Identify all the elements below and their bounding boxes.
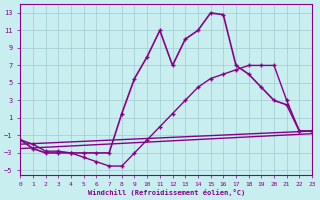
X-axis label: Windchill (Refroidissement éolien,°C): Windchill (Refroidissement éolien,°C) bbox=[88, 189, 245, 196]
